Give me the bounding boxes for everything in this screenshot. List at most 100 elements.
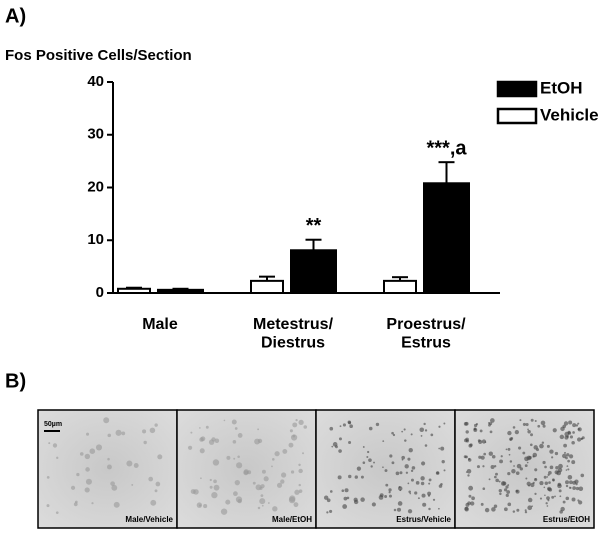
cell-texture: [564, 435, 569, 440]
cell-texture: [559, 495, 562, 498]
cell-texture: [237, 455, 240, 458]
cell-texture: [557, 483, 562, 489]
cell-texture: [542, 424, 546, 428]
cell-texture: [410, 469, 414, 473]
cell-texture: [288, 442, 294, 448]
cell-texture: [295, 419, 298, 422]
cell-texture: [499, 492, 502, 496]
cell-texture: [522, 451, 526, 455]
cell-texture: [298, 483, 301, 487]
cell-texture: [562, 500, 566, 504]
cell-texture: [546, 476, 549, 478]
y-tick-label: 40: [87, 73, 104, 90]
cell-texture: [231, 419, 237, 425]
cell-texture: [483, 452, 487, 456]
cell-texture: [421, 461, 426, 466]
cell-texture: [547, 473, 550, 476]
cell-texture: [567, 468, 570, 471]
cell-texture: [478, 439, 483, 445]
cell-texture: [494, 465, 497, 468]
cell-texture: [338, 437, 342, 441]
cell-texture: [415, 481, 420, 485]
cell-texture: [419, 427, 425, 433]
cell-texture: [339, 425, 342, 428]
cell-texture: [480, 455, 485, 460]
cell-texture: [430, 433, 434, 437]
cell-texture: [84, 453, 91, 460]
cell-texture: [541, 441, 545, 444]
cell-texture: [271, 465, 273, 468]
cell-texture: [505, 448, 508, 451]
cell-texture: [539, 497, 543, 500]
cell-texture: [348, 440, 352, 445]
cell-texture: [113, 501, 120, 508]
cell-texture: [199, 427, 201, 429]
cell-texture: [567, 459, 570, 463]
cell-texture: [572, 423, 577, 428]
cell-texture: [478, 455, 482, 459]
cell-texture: [565, 484, 569, 488]
cell-texture: [213, 484, 220, 491]
cell-texture: [569, 454, 574, 459]
cell-texture: [85, 478, 92, 485]
cell-texture: [46, 476, 50, 479]
cell-texture: [326, 498, 331, 503]
cell-texture: [537, 424, 541, 428]
cell-texture: [443, 469, 446, 472]
cell-texture: [522, 422, 526, 426]
cell-texture: [237, 433, 243, 438]
x-tick-label: Metestrus/Diestrus: [253, 316, 334, 351]
cell-texture: [392, 433, 396, 437]
cell-texture: [516, 463, 522, 469]
cell-texture: [526, 481, 531, 486]
cell-texture: [488, 451, 493, 456]
cell-texture: [410, 433, 413, 436]
scale-bar-label: 50µm: [44, 421, 62, 428]
image-caption: Male/Vehicle: [125, 515, 173, 524]
cell-texture: [571, 460, 576, 465]
cell-texture: [407, 457, 411, 461]
y-axis-label: Fos Positive Cells/Section: [5, 47, 192, 64]
cell-texture: [575, 483, 578, 486]
cell-texture: [267, 502, 270, 504]
cell-texture: [362, 461, 366, 464]
cell-texture: [525, 477, 528, 480]
micrograph: [176, 409, 317, 529]
cell-texture: [205, 425, 209, 429]
cell-texture: [564, 451, 567, 454]
cell-texture: [465, 471, 468, 473]
cell-texture: [513, 465, 515, 467]
cell-texture: [232, 440, 237, 444]
cell-texture: [506, 490, 511, 494]
cell-texture: [556, 470, 562, 476]
cell-texture: [404, 464, 409, 469]
cell-texture: [76, 472, 80, 477]
x-tick-label: Proestrus/Estrus: [386, 316, 466, 351]
cell-texture: [475, 423, 479, 426]
cell-texture: [534, 468, 538, 472]
cell-texture: [554, 495, 556, 498]
cell-texture: [341, 489, 345, 492]
cell-texture: [293, 502, 299, 508]
cell-texture: [362, 446, 365, 448]
cell-texture: [549, 449, 554, 454]
cell-texture: [342, 423, 346, 427]
cell-texture: [409, 492, 412, 495]
cell-texture: [344, 488, 349, 493]
cell-texture: [110, 481, 115, 486]
cell-texture: [491, 507, 496, 512]
cell-texture: [411, 466, 416, 470]
cell-texture: [543, 475, 547, 479]
bar: [117, 287, 151, 294]
cell-texture: [560, 426, 565, 432]
cell-texture: [551, 495, 555, 499]
cell-texture: [443, 422, 446, 425]
cell-texture: [303, 425, 308, 429]
cell-texture: [329, 490, 333, 493]
cell-texture: [464, 421, 469, 426]
cell-texture: [567, 474, 573, 480]
micrographs: Male/Vehicle Male/EtOH Estrus/Vehicle Estru…: [37, 409, 595, 529]
cell-texture: [272, 506, 278, 512]
significance-label: **: [306, 215, 322, 237]
cell-texture: [488, 423, 491, 427]
